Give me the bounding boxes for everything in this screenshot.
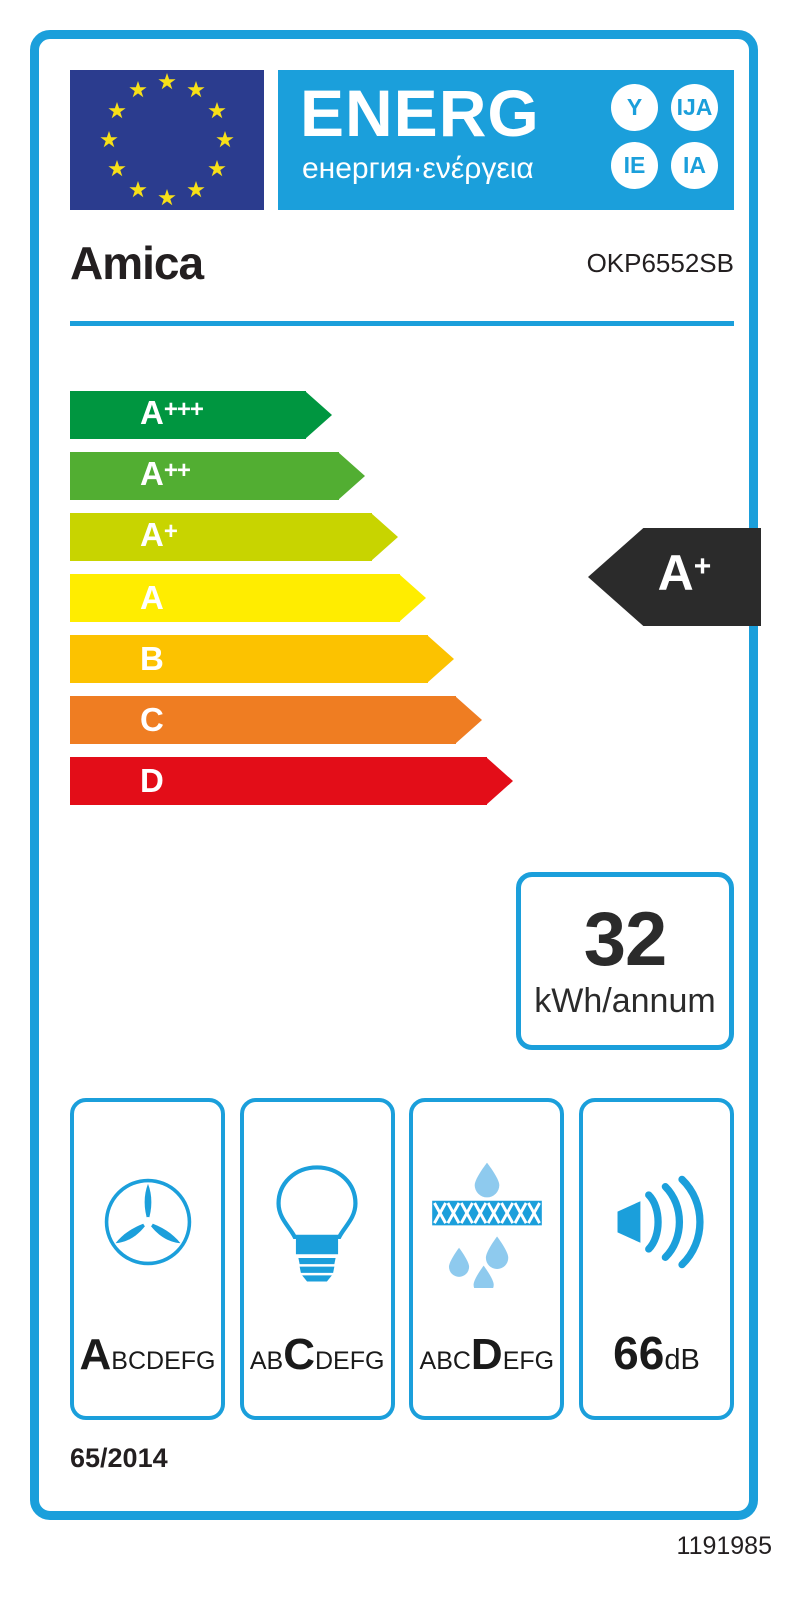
fluid-dynamic-efficiency-scale: ABCDEFG	[74, 1332, 221, 1388]
scale-highlight: D	[470, 1330, 503, 1379]
rating-class-label: A+	[657, 545, 712, 601]
scale-highlight: A	[79, 1330, 112, 1379]
eu-flag-icon	[70, 70, 264, 210]
energ-wordmark: ENERG	[300, 76, 540, 150]
energy-class-bar: B	[70, 635, 454, 683]
scale-suffix: BCDEFG	[111, 1347, 216, 1375]
energy-consumption-unit: kWh/annum	[534, 982, 716, 1020]
grease-filter-icon-svg	[431, 1162, 542, 1288]
bar-body	[70, 452, 339, 500]
eu-stars-svg	[100, 73, 234, 206]
scale-prefix: ABC	[419, 1347, 471, 1375]
brand-name: Amica	[70, 237, 204, 289]
label-header: ENERG енергия·ενέργεια Y IJA IE IA	[70, 70, 734, 210]
regulation-reference: 65/2014	[70, 1443, 168, 1473]
speaker-icon	[583, 1142, 730, 1302]
energ-subtitle: енергия·ενέργεια	[302, 152, 534, 185]
energy-class-scale: A+++ A++ A+ A B C D	[70, 391, 734, 811]
brand-row: Amica OKP6552SB	[70, 235, 734, 297]
energy-class-bar-shape: B	[70, 635, 454, 683]
bar-body	[70, 513, 372, 561]
language-circle-ija: IJA	[671, 84, 718, 131]
language-circle-y: Y	[611, 84, 658, 131]
energy-class-bar-shape: C	[70, 696, 482, 744]
noise-level-box: 66dB	[578, 1098, 734, 1420]
scale-suffix: EFG	[502, 1347, 555, 1375]
light-bulb-icon	[244, 1142, 391, 1302]
energy-class-bar: A++	[70, 452, 365, 500]
energy-class-bar-shape: A	[70, 574, 426, 622]
energy-label-content: ENERG енергия·ενέργεια Y IJA IE IA Amica…	[39, 39, 761, 1511]
grease-filter-icon	[413, 1142, 560, 1302]
energy-class-bar: A+	[70, 513, 398, 561]
energy-class-bar-plus: ++	[163, 457, 191, 484]
fan-icon	[74, 1142, 221, 1302]
energy-class-bar: A	[70, 574, 426, 622]
energy-class-bar-plus: +	[163, 518, 178, 545]
model-name: OKP6552SB	[586, 248, 734, 278]
bar-body	[70, 635, 428, 683]
fan-icon-svg	[104, 1178, 191, 1266]
bar-arrow-tip	[338, 452, 365, 500]
bar-arrow-tip	[455, 696, 482, 744]
info-boxes-row: ABCDEFG ABCDEFG	[70, 1098, 734, 1420]
serial-number: 1191985	[676, 1532, 772, 1560]
grease-filtering-efficiency-scale: ABCDEFG	[413, 1332, 560, 1388]
energy-class-bar-plus: +++	[163, 396, 204, 423]
lighting-efficiency-box: ABCDEFG	[239, 1098, 395, 1420]
bar-arrow-tip	[486, 757, 513, 805]
bar-arrow-tip	[399, 574, 426, 622]
energy-class-bar: D	[70, 757, 513, 805]
speaker-icon-svg	[617, 1175, 704, 1269]
scale-prefix: AB	[249, 1347, 284, 1375]
noise-unit: dB	[664, 1344, 700, 1376]
grease-filtering-efficiency-box: ABCDEFG	[409, 1098, 565, 1420]
bar-arrow-tip	[371, 513, 398, 561]
bar-body	[70, 696, 456, 744]
energy-class-bar-label: A+++	[140, 394, 204, 431]
brand-divider	[70, 321, 734, 326]
energy-class-bar-label: B	[140, 640, 164, 677]
energ-banner: ENERG енергия·ενέργεια Y IJA IE IA	[278, 70, 734, 210]
language-circle-ie: IE	[611, 142, 658, 189]
bar-arrow-tip	[305, 391, 332, 439]
energy-consumption-box: 32 kWh/annum	[516, 872, 734, 1050]
energy-class-bar-shape: A+	[70, 513, 398, 561]
energy-class-bar-shape: A++	[70, 452, 365, 500]
energy-class-bar-label: A++	[140, 455, 191, 492]
lighting-efficiency-scale: ABCDEFG	[244, 1332, 391, 1388]
fluid-dynamic-efficiency-box: ABCDEFG	[70, 1098, 225, 1420]
energy-class-bar-shape: D	[70, 757, 513, 805]
language-circle-ia: IA	[671, 142, 718, 189]
energy-class-bar-label: A	[140, 579, 164, 616]
energy-class-bar-label: A+	[140, 516, 178, 553]
bar-body	[70, 391, 306, 439]
energy-class-bar: C	[70, 696, 482, 744]
energy-class-bar-label: C	[140, 701, 164, 738]
scale-highlight: C	[283, 1330, 315, 1379]
energy-class-bar-shape: A+++	[70, 391, 332, 439]
scale-suffix: DEFG	[315, 1347, 385, 1375]
bar-arrow-tip	[427, 635, 454, 683]
rating-class-plus: +	[693, 550, 712, 583]
bar-body	[70, 574, 400, 622]
energy-label-frame: ENERG енергия·ενέργεια Y IJA IE IA Amica…	[30, 30, 761, 1520]
energy-consumption-value: 32	[583, 897, 668, 982]
light-bulb-icon-svg	[276, 1165, 358, 1282]
bar-body	[70, 757, 487, 805]
noise-number: 66	[613, 1327, 665, 1379]
energy-class-bar-label: D	[140, 762, 164, 799]
energy-class-bar: A+++	[70, 391, 332, 439]
noise-level-value: 66dB	[583, 1330, 730, 1388]
